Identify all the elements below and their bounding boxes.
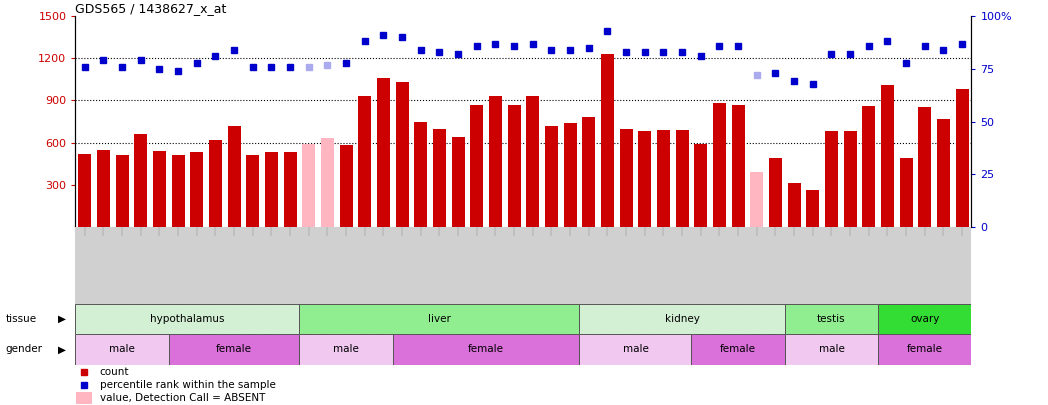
Bar bbox=[713, 103, 726, 227]
Text: liver: liver bbox=[428, 314, 451, 324]
Text: male: male bbox=[333, 344, 359, 354]
Bar bbox=[75, 334, 169, 364]
Text: gender: gender bbox=[5, 344, 42, 354]
Bar bbox=[507, 104, 521, 227]
Text: percentile rank within the sample: percentile rank within the sample bbox=[100, 380, 276, 390]
Bar bbox=[692, 334, 785, 364]
Bar bbox=[899, 158, 913, 227]
Bar bbox=[676, 130, 689, 227]
Text: GDS565 / 1438627_x_at: GDS565 / 1438627_x_at bbox=[75, 2, 226, 15]
Bar bbox=[785, 304, 878, 334]
Bar bbox=[172, 155, 184, 227]
Text: count: count bbox=[100, 367, 129, 377]
Bar bbox=[321, 139, 334, 227]
Text: female: female bbox=[216, 344, 253, 354]
Bar bbox=[77, 392, 92, 405]
Bar bbox=[825, 131, 838, 227]
Bar bbox=[153, 151, 166, 227]
Bar bbox=[75, 304, 300, 334]
Text: male: male bbox=[109, 344, 135, 354]
Bar bbox=[583, 117, 595, 227]
Bar bbox=[545, 126, 558, 227]
Bar bbox=[169, 334, 300, 364]
Bar bbox=[657, 130, 670, 227]
Bar bbox=[564, 123, 576, 227]
Bar bbox=[414, 122, 428, 227]
Bar bbox=[750, 172, 763, 227]
Bar bbox=[433, 128, 446, 227]
Bar bbox=[769, 158, 782, 227]
Text: male: male bbox=[818, 344, 845, 354]
Bar bbox=[134, 134, 148, 227]
Bar bbox=[340, 145, 353, 227]
Bar bbox=[638, 131, 652, 227]
Bar bbox=[526, 96, 540, 227]
Bar bbox=[300, 334, 393, 364]
Text: female: female bbox=[907, 344, 943, 354]
Bar bbox=[580, 304, 785, 334]
Bar bbox=[489, 96, 502, 227]
Bar bbox=[191, 152, 203, 227]
Bar bbox=[694, 144, 707, 227]
Bar bbox=[115, 155, 129, 227]
Text: kidney: kidney bbox=[664, 314, 700, 324]
Text: male: male bbox=[623, 344, 649, 354]
Bar bbox=[209, 140, 222, 227]
Bar bbox=[358, 96, 371, 227]
Bar bbox=[601, 54, 614, 227]
Bar bbox=[377, 78, 390, 227]
Bar bbox=[227, 126, 241, 227]
Bar bbox=[393, 334, 580, 364]
Bar bbox=[619, 128, 633, 227]
Text: ovary: ovary bbox=[910, 314, 939, 324]
Text: tissue: tissue bbox=[5, 314, 37, 324]
Text: ▶: ▶ bbox=[58, 344, 66, 354]
Text: value, Detection Call = ABSENT: value, Detection Call = ABSENT bbox=[100, 393, 265, 403]
Bar bbox=[844, 131, 856, 227]
Bar bbox=[863, 106, 875, 227]
Text: hypothalamus: hypothalamus bbox=[150, 314, 224, 324]
Bar bbox=[395, 82, 409, 227]
Bar bbox=[878, 304, 971, 334]
Bar bbox=[878, 334, 971, 364]
Bar bbox=[452, 137, 464, 227]
Bar bbox=[788, 183, 801, 227]
Bar bbox=[471, 104, 483, 227]
Text: female: female bbox=[468, 344, 504, 354]
Bar bbox=[785, 334, 878, 364]
Bar bbox=[956, 89, 968, 227]
Bar bbox=[96, 149, 110, 227]
Text: ▶: ▶ bbox=[58, 314, 66, 324]
Text: female: female bbox=[720, 344, 757, 354]
Bar bbox=[918, 107, 932, 227]
Text: testis: testis bbox=[817, 314, 846, 324]
Bar bbox=[937, 119, 951, 227]
Bar bbox=[881, 85, 894, 227]
Bar bbox=[732, 104, 745, 227]
Bar bbox=[580, 334, 692, 364]
Bar bbox=[302, 144, 315, 227]
Bar bbox=[265, 152, 278, 227]
Bar bbox=[806, 190, 820, 227]
Bar bbox=[300, 304, 580, 334]
Bar bbox=[79, 154, 91, 227]
Bar bbox=[246, 155, 259, 227]
Bar bbox=[284, 152, 297, 227]
